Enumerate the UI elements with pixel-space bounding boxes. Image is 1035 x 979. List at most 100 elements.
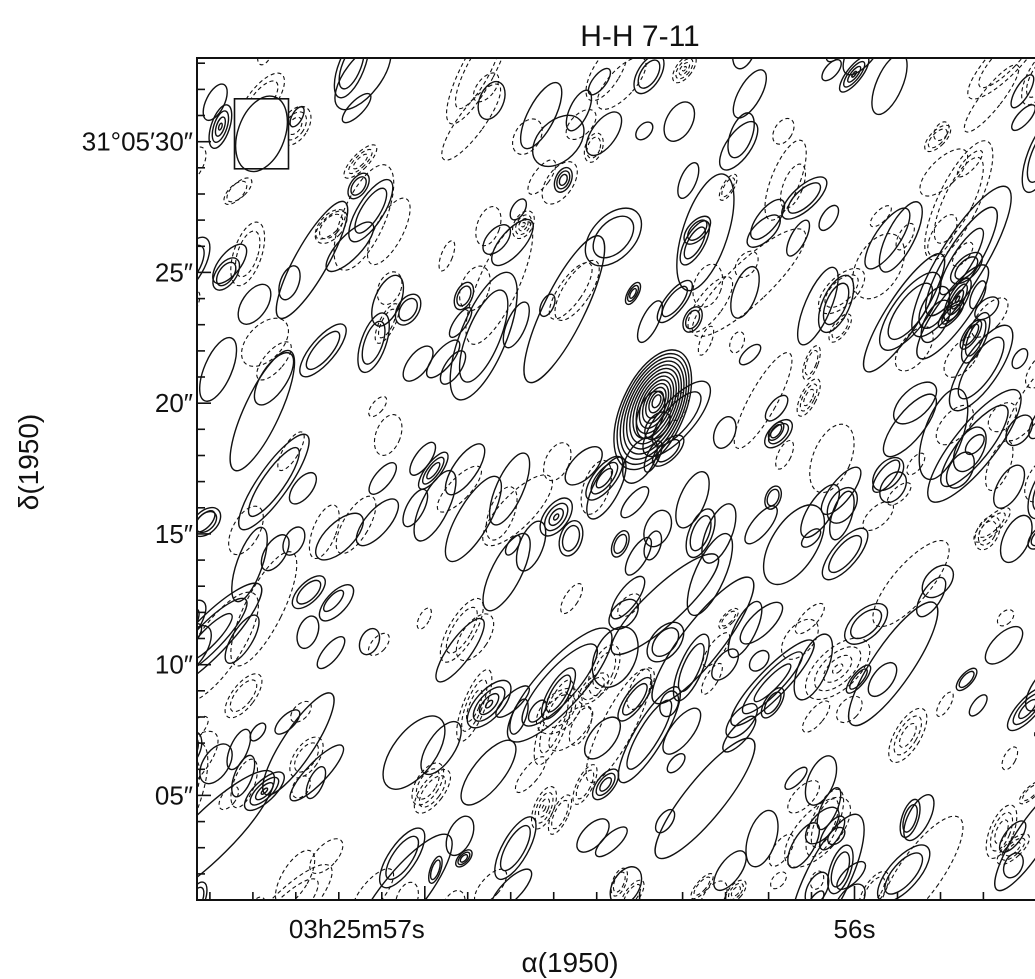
noise-contour — [1011, 104, 1035, 132]
noise-contour — [305, 766, 327, 800]
noise-contour — [565, 108, 597, 141]
noise-contour — [845, 664, 872, 694]
y-tick-label: 15″ — [155, 519, 193, 549]
noise-contour — [299, 323, 347, 378]
noise-contour — [713, 850, 747, 892]
noise-contour — [801, 700, 831, 733]
noise-contour — [712, 416, 737, 449]
noise-contour — [636, 300, 664, 344]
noise-contour — [718, 120, 759, 171]
noise-contour — [825, 58, 849, 63]
noise-contour — [833, 883, 866, 900]
noise-contour — [585, 111, 623, 157]
noise-contour — [368, 462, 398, 495]
noise-contour — [322, 589, 345, 613]
noise-contour — [951, 241, 974, 267]
noise-contour — [523, 235, 606, 384]
noise-contour — [197, 146, 207, 194]
noise-contour — [676, 173, 735, 292]
noise-contour — [417, 451, 449, 490]
noise-contour — [784, 766, 808, 791]
noise-contour — [197, 290, 201, 322]
noise-contour — [993, 464, 1026, 509]
noise-contour — [842, 58, 890, 76]
noise-contour — [624, 536, 653, 576]
noise-contour — [739, 601, 784, 645]
noise-contour — [730, 639, 815, 727]
noise-contour — [316, 635, 346, 670]
noise-contour — [699, 880, 728, 900]
noise-contour — [924, 140, 994, 261]
noise-contour — [539, 293, 556, 318]
y-tick-label: 20″ — [155, 388, 193, 418]
noise-contour — [624, 281, 642, 306]
noise-contour — [969, 280, 987, 310]
noise-contour — [876, 844, 931, 900]
noise-contour — [971, 297, 1009, 338]
noise-contour — [963, 64, 1020, 133]
noise-contour — [202, 83, 228, 122]
noise-contour — [291, 575, 326, 610]
y-tick-label: 31°05′30″ — [82, 127, 193, 157]
noise-contour — [762, 504, 826, 586]
noise-contour — [358, 627, 381, 656]
noise-contour — [558, 519, 584, 557]
noise-contour — [540, 667, 577, 720]
noise-contour — [533, 679, 575, 766]
noise-contour — [167, 27, 188, 50]
noise-contour — [357, 312, 390, 374]
noise-contour — [564, 446, 603, 486]
noise-contour — [527, 699, 547, 723]
noise-contour — [1001, 746, 1019, 771]
noise-contour — [554, 259, 600, 321]
peak-source-contours — [613, 349, 693, 471]
noise-contour — [974, 515, 1001, 551]
source-contour-level — [651, 394, 662, 409]
noise-contour — [539, 497, 573, 537]
noise-contour — [565, 89, 593, 132]
noise-contour — [482, 224, 512, 255]
noise-contour — [572, 764, 598, 805]
noise-contour — [224, 673, 263, 719]
noise-contour — [197, 510, 216, 533]
noise-contour — [985, 440, 1014, 491]
noise-contour — [439, 350, 467, 385]
noise-contour — [231, 754, 256, 798]
noise-contour — [367, 632, 390, 657]
noise-contour — [711, 648, 740, 681]
source-contour-level — [635, 375, 675, 435]
noise-contour — [872, 540, 950, 628]
noise-contour — [879, 271, 942, 351]
noise-contour — [553, 166, 573, 193]
noise-contour — [786, 219, 811, 257]
noise-contour — [732, 69, 767, 119]
noise-contour — [351, 833, 453, 900]
noise-contour — [1018, 780, 1035, 805]
noise-contour — [666, 752, 686, 774]
noise-contour — [489, 868, 533, 900]
noise-contour — [197, 730, 219, 803]
noise-contour — [780, 618, 819, 660]
noise-contour — [919, 148, 969, 197]
noise-contour — [231, 526, 268, 603]
noise-contour — [633, 58, 665, 95]
noise-contour — [445, 815, 475, 857]
noise-contour — [488, 452, 531, 526]
noise-contour — [594, 826, 628, 858]
noise-contour — [229, 349, 296, 472]
noise-contour — [224, 614, 260, 664]
plot-border — [196, 57, 1035, 901]
noise-contour — [852, 233, 906, 300]
noise-contour — [817, 274, 855, 334]
noise-contour — [679, 220, 711, 266]
noise-contour — [779, 163, 807, 209]
noise-contour — [226, 177, 253, 203]
noise-contour — [466, 679, 512, 729]
y-tick-label: 10″ — [155, 650, 193, 680]
noise-contour — [702, 632, 731, 668]
noise-contour — [309, 838, 344, 874]
noise-contour — [274, 849, 316, 900]
plot-area — [167, 27, 1035, 901]
noise-contour — [482, 532, 531, 612]
noise-contour — [787, 779, 820, 814]
